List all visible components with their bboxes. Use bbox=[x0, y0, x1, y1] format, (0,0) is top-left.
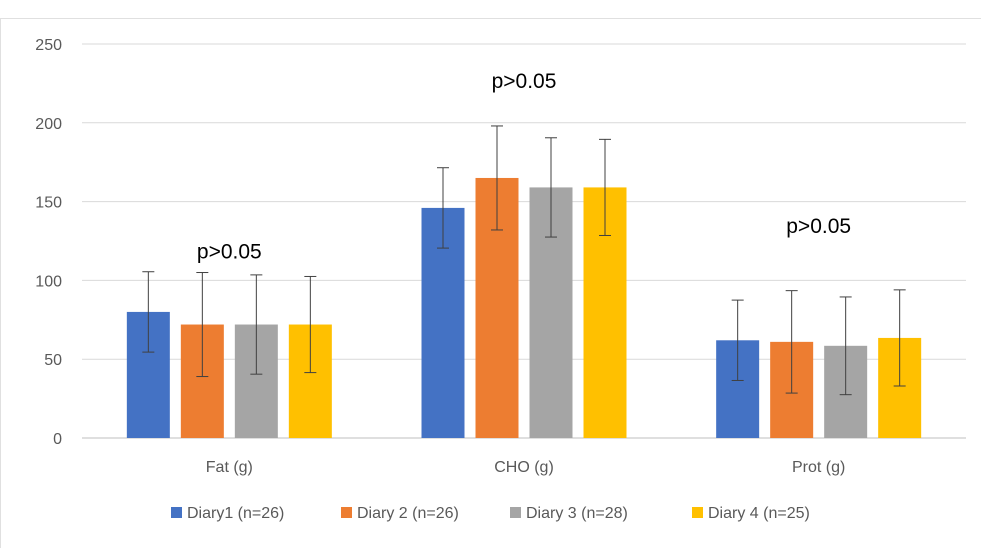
legend-label: Diary 2 (n=26) bbox=[357, 505, 459, 522]
legend-label: Diary 3 (n=28) bbox=[526, 505, 628, 522]
legend-swatch bbox=[171, 507, 182, 518]
y-tick-label: 100 bbox=[35, 273, 62, 290]
y-tick-label: 150 bbox=[35, 195, 62, 212]
p-value-annotation: p>0.05 bbox=[492, 70, 557, 93]
p-value-annotation: p>0.05 bbox=[197, 240, 262, 263]
x-category-label: Prot (g) bbox=[792, 459, 845, 476]
x-category-label: Fat (g) bbox=[206, 459, 253, 476]
error-bars bbox=[142, 125, 906, 396]
annotations: p>0.05 p>0.05 p>0.05 bbox=[197, 70, 851, 263]
frame-border-left bbox=[0, 18, 1, 548]
p-value-annotation: p>0.05 bbox=[786, 215, 851, 238]
y-tick-label: 200 bbox=[35, 116, 62, 133]
legend-swatch bbox=[510, 507, 521, 518]
gridlines bbox=[82, 43, 966, 439]
legend-swatch bbox=[692, 507, 703, 518]
y-tick-label: 250 bbox=[35, 37, 62, 54]
legend: Diary1 (n=26) Diary 2 (n=26) Diary 3 (n=28… bbox=[171, 505, 810, 522]
legend-swatch bbox=[341, 507, 352, 518]
frame-border-top bbox=[0, 18, 981, 19]
x-axis: Fat (g) CHO (g) Prot (g) bbox=[206, 459, 846, 476]
legend-label: Diary 4 (n=25) bbox=[708, 505, 810, 522]
legend-label: Diary1 (n=26) bbox=[187, 505, 284, 522]
y-tick-label: 50 bbox=[44, 352, 62, 369]
y-axis-ticks: 0 50 100 150 200 250 bbox=[35, 37, 62, 448]
x-category-label: CHO (g) bbox=[494, 459, 554, 476]
bars bbox=[126, 177, 922, 438]
y-tick-label: 0 bbox=[53, 431, 62, 448]
